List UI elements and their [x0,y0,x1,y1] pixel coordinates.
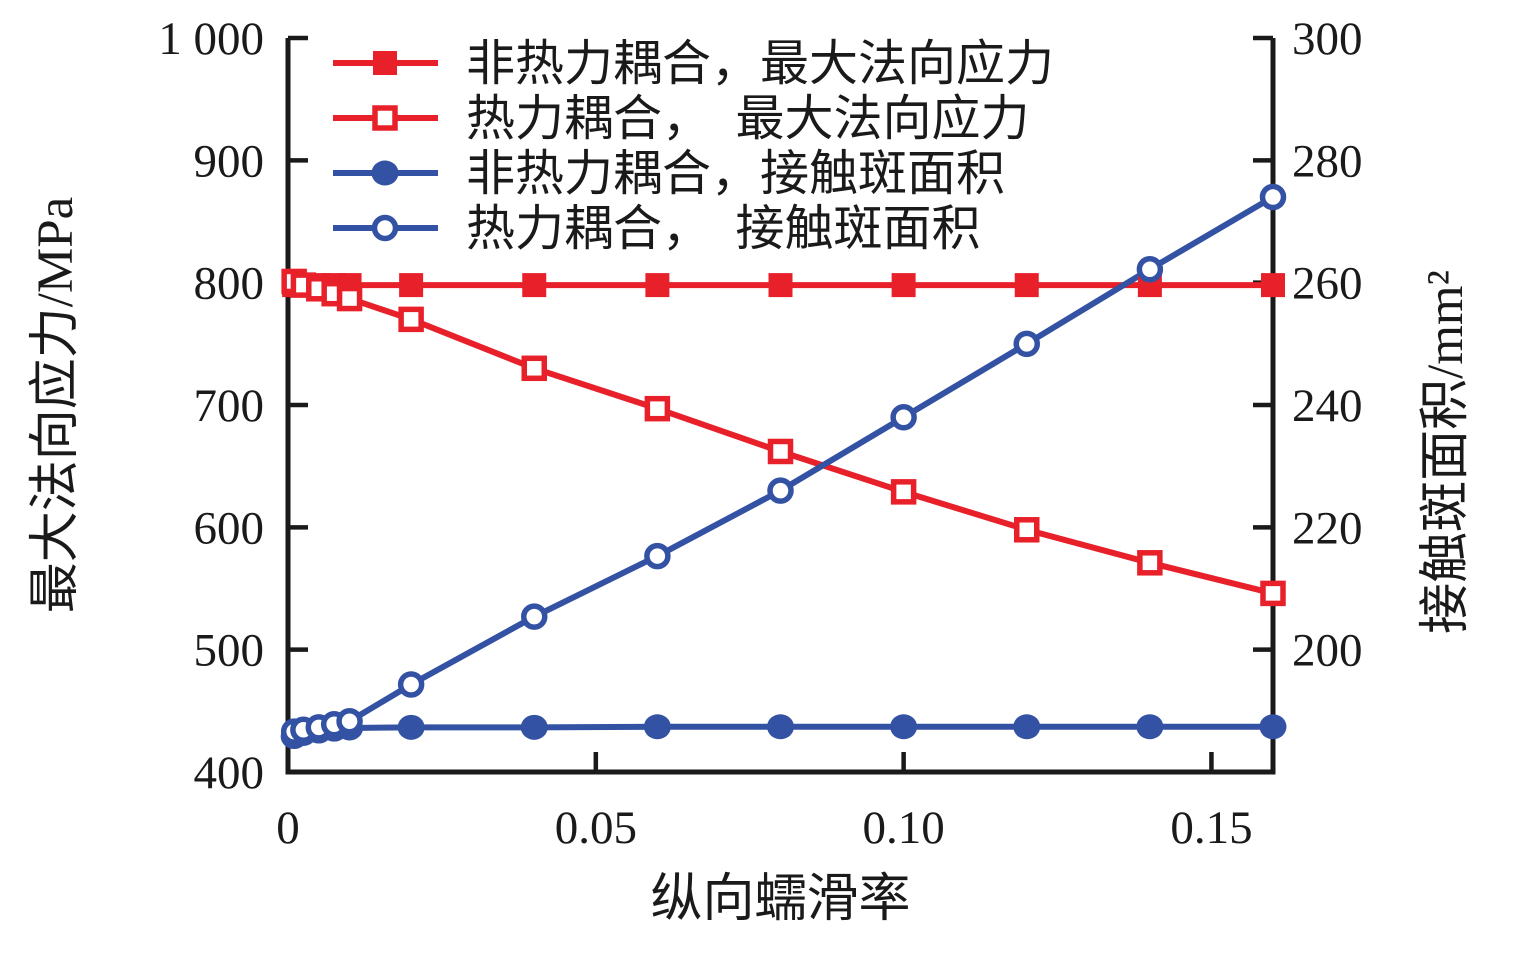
marker-square-open [372,105,398,131]
left-axis-tick-label: 900 [194,135,265,187]
right-axis-tick-label: 300 [1292,13,1363,65]
x-axis-tick-label: 0.05 [555,802,637,854]
left-axis-tick-label: 1 000 [158,13,264,65]
marker-square-filled [891,273,916,298]
x-axis-tick-label: 0.15 [1170,802,1252,854]
right-axis-tick-label: 200 [1292,625,1363,677]
marker-circle-filled [1013,714,1041,740]
marker-circle-filled [371,160,399,186]
left-axis-title: 最大法向应力/MPa [28,197,84,614]
left-axis-tick-label: 800 [194,258,265,310]
marker-circle-filled [520,714,548,740]
marker-circle-open [644,542,671,570]
left-axis-tick-label: 600 [194,502,265,554]
right-axis-tick-label: 260 [1292,258,1363,310]
left-axis-tick-label: 700 [194,380,265,432]
right-axis-title: 接触斑面积/mm² [1418,270,1474,634]
marker-square-open [1137,550,1163,576]
marker-circle-filled [1136,714,1164,740]
x-axis-tick-label: 0 [276,802,300,854]
marker-circle-open [1136,255,1164,283]
marker-circle-open [767,477,794,504]
left-axis-tick-label: 500 [194,625,265,677]
x-axis-title: 纵向蠕滑率 [650,871,910,928]
right-axis-tick-label: 240 [1292,380,1363,432]
marker-square-open [644,395,671,422]
right-axis-tick-label: 220 [1292,502,1363,554]
marker-square-open [767,438,794,465]
marker-circle-filled [890,714,918,740]
marker-circle-filled [1259,714,1287,740]
marker-circle-open [371,214,399,242]
marker-square-filled [373,51,397,75]
marker-circle-filled [767,714,794,740]
marker-square-open [890,479,917,505]
marker-circle-filled [397,714,425,740]
marker-circle-open [1259,183,1287,211]
series-line-thermal-stress [293,278,1274,597]
marker-square-open [336,285,363,312]
legend-label-thermal-stress: 热力耦合， 最大法向应力 [466,91,1030,146]
marker-square-open [521,355,547,382]
marker-square-filled [522,273,547,298]
marker-square-filled [768,273,793,298]
marker-square-filled [645,273,670,298]
marker-square-open [398,306,424,333]
left-axis-tick-label: 400 [194,747,265,799]
marker-circle-open [521,603,548,630]
legend-label-non-thermal-stress: 非热力耦合，最大法向应力 [466,36,1054,91]
marker-square-filled [1014,273,1039,298]
marker-square-open [1260,580,1286,607]
marker-square-filled [399,273,424,298]
marker-square-filled [1261,273,1285,298]
marker-circle-filled [643,714,671,740]
legend-label-non-thermal-area: 非热力耦合，接触斑面积 [466,146,1005,201]
marker-circle-open [1013,330,1040,358]
x-axis-tick-label: 0.10 [863,802,945,854]
marker-circle-open [397,671,425,698]
marker-square-open [1014,517,1040,543]
marker-circle-open [890,403,917,431]
right-axis-tick-label: 280 [1292,135,1363,187]
legend-label-thermal-area: 热力耦合， 接触斑面积 [466,201,981,256]
marker-circle-open [336,707,363,735]
